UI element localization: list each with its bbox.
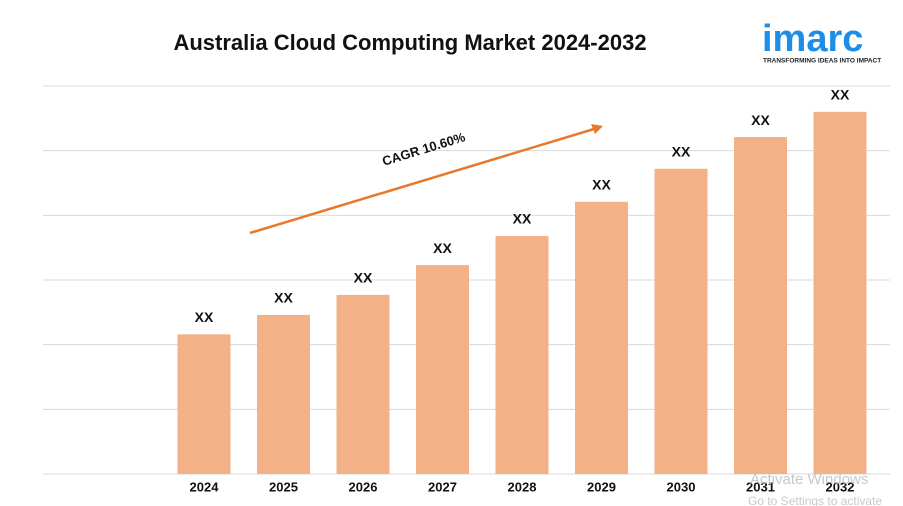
x-tick-label: 2026	[349, 479, 378, 494]
logo: imarc	[762, 18, 863, 60]
bar	[813, 111, 867, 474]
value-label: XX	[831, 87, 850, 103]
chart-title: Australia Cloud Computing Market 2024-20…	[173, 30, 646, 55]
value-label: XX	[592, 176, 611, 192]
value-label: XX	[672, 143, 691, 159]
bar	[575, 201, 628, 474]
logo-tagline: TRANSFORMING IDEAS INTO IMPACT	[763, 58, 881, 65]
watermark: Go to Settings to activate	[748, 494, 882, 506]
plot-area: XX 2024 XX 2025 XX 2026 XX 2027 XX 2028 XX 2029 XX 20…	[43, 85, 890, 494]
bar	[734, 137, 787, 474]
x-tick-label: 2029	[587, 479, 616, 494]
bar	[416, 265, 469, 474]
x-tick-label: 2025	[269, 479, 298, 494]
arrow-head	[591, 124, 603, 134]
cagr-arrow	[249, 127, 595, 235]
cagr-label: CAGR 10.60%	[380, 129, 467, 169]
x-tick-label: 2032	[826, 479, 855, 494]
bar	[336, 294, 390, 474]
value-label: XX	[354, 270, 373, 286]
bar	[177, 334, 231, 474]
x-tick-label: 2027	[428, 479, 457, 494]
bar	[495, 236, 549, 474]
bar	[654, 168, 708, 475]
value-label: XX	[195, 309, 214, 325]
x-tick-label: 2031	[746, 479, 775, 494]
bar	[257, 314, 310, 474]
x-tick-label: 2024	[190, 479, 220, 494]
value-label: XX	[751, 112, 770, 128]
value-label: XX	[274, 290, 293, 306]
value-label: XX	[513, 211, 532, 227]
value-label: XX	[433, 240, 452, 256]
x-tick-label: 2030	[667, 479, 696, 494]
watermark: Activate Windows	[750, 471, 868, 488]
x-tick-label: 2028	[508, 479, 537, 494]
